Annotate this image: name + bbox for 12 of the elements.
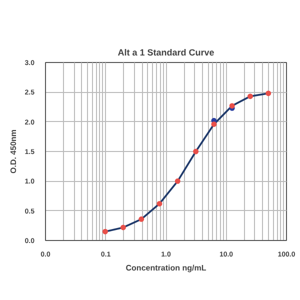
point	[247, 94, 253, 100]
point	[120, 224, 126, 230]
y-axis-title: O.D. 450nm	[8, 129, 18, 174]
chart-title: Alt a 1 Standard Curve	[118, 48, 214, 58]
point	[193, 148, 199, 154]
point	[102, 228, 108, 234]
point	[174, 178, 180, 184]
x-axis-title: Concentration ng/mL	[126, 264, 206, 272]
point	[156, 200, 162, 206]
point	[138, 216, 144, 222]
point	[266, 90, 272, 96]
point	[211, 121, 217, 127]
